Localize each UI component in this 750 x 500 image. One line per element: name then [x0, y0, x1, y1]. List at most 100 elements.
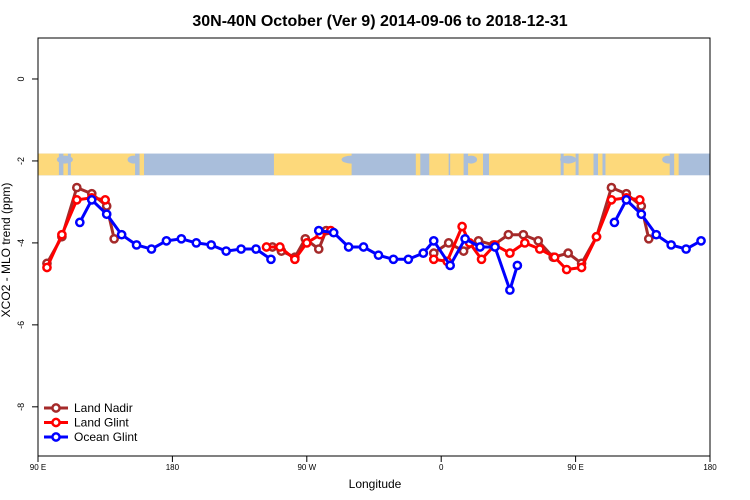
map-land-13 [598, 153, 603, 176]
x-axis: 90 E 180 90 W 0 90 E 180 [30, 456, 717, 472]
point-ocean-glint-1-1 [328, 227, 339, 238]
point-land-glint-2-7 [519, 238, 530, 248]
point-land-glint-2-0 [428, 254, 439, 265]
point-ocean-glint-1-9 [445, 260, 456, 271]
legend-marker-land-nadir [51, 403, 61, 413]
point-ocean-glint-1-0 [313, 225, 324, 236]
point-ocean-glint-1-2 [343, 242, 354, 252]
point-land-nadir-1-9 [563, 248, 573, 258]
point-land-glint-2-13 [606, 195, 617, 205]
map-land-12 [578, 153, 594, 176]
point-ocean-glint-0-7 [176, 233, 187, 244]
point-ocean-glint-0-8 [191, 238, 202, 248]
point-land-glint-0-4 [100, 195, 111, 205]
point-ocean-glint-0-11 [236, 244, 246, 254]
point-land-glint-2-9 [549, 252, 560, 263]
point-land-glint-2-8 [534, 244, 545, 254]
legend-label-ocean-glint: Ocean Glint [74, 430, 138, 444]
point-land-glint-2-10 [561, 264, 572, 275]
legend-marker-land-glint [51, 417, 61, 428]
map-land-5 [273, 153, 352, 176]
point-land-glint-0-0 [42, 262, 52, 273]
series-line-land-glint-2 [433, 196, 641, 272]
point-ocean-glint-0-9 [206, 240, 217, 250]
point-ocean-glint-1-5 [388, 254, 399, 265]
legend-label-land-glint: Land Glint [74, 416, 129, 430]
point-land-glint-2-12 [591, 231, 602, 242]
legend-marker-ocean-glint [51, 432, 61, 442]
map-coast-0 [56, 155, 73, 164]
map-coast-5 [662, 155, 675, 164]
point-land-glint-0-2 [71, 195, 82, 205]
point-ocean-glint-2-5 [681, 244, 691, 254]
point-land-glint-2-2 [457, 221, 467, 232]
point-ocean-glint-1-8 [428, 236, 439, 246]
point-ocean-glint-0-1 [86, 195, 97, 205]
point-land-nadir-1-1 [443, 238, 454, 248]
map-coast-2 [341, 155, 362, 164]
point-land-glint-2-15 [634, 195, 645, 205]
map-land-7 [429, 153, 449, 176]
x-tick-label-1: 180 [166, 463, 180, 472]
series-line-ocean-glint-1 [318, 229, 519, 292]
x-tick-label-3: 0 [439, 463, 444, 472]
legend-label-land-nadir: Land Nadir [74, 401, 133, 415]
x-tick-label-5: 180 [703, 463, 717, 472]
series-line-ocean-glint-2 [613, 198, 702, 251]
y-axis-label: XCO2 - MLO trend (ppm) [0, 183, 13, 318]
series-layer [42, 182, 706, 295]
point-land-glint-0-1 [57, 229, 67, 240]
x-axis-label: Longitude [349, 477, 402, 491]
y-tick-label-4: -8 [16, 403, 26, 411]
x-tick-label-0: 90 E [30, 463, 46, 472]
map-land-15 [674, 153, 679, 176]
point-ocean-glint-1-4 [373, 250, 384, 261]
point-ocean-glint-0-2 [101, 209, 112, 220]
map-land-3 [139, 153, 145, 176]
map-strip [38, 153, 710, 176]
map-land-8 [450, 153, 464, 176]
point-land-nadir-1-5 [503, 229, 514, 240]
y-tick-label-2: -4 [16, 239, 26, 247]
map-coast-3 [465, 155, 478, 164]
map-coast-1 [127, 155, 140, 164]
map-land-0 [38, 153, 59, 176]
point-land-nadir-0-2 [71, 182, 82, 193]
point-ocean-glint-2-3 [651, 229, 662, 240]
map-land-10 [488, 153, 561, 176]
point-ocean-glint-1-11 [475, 242, 485, 252]
point-land-nadir-1-2 [458, 246, 469, 256]
point-ocean-glint-0-12 [251, 244, 261, 254]
point-land-glint-1-0 [261, 242, 272, 252]
point-ocean-glint-2-0 [609, 217, 620, 228]
point-ocean-glint-1-7 [418, 248, 429, 258]
point-ocean-glint-2-2 [636, 209, 647, 220]
point-land-glint-2-6 [505, 248, 515, 258]
chart-title: 30N-40N October (Ver 9) 2014-09-06 to 20… [192, 13, 567, 30]
point-land-nadir-0-5 [109, 233, 120, 244]
point-ocean-glint-0-0 [74, 217, 85, 228]
map-land-1 [63, 153, 68, 176]
point-ocean-glint-1-10 [460, 233, 470, 244]
point-land-nadir-2-4 [313, 244, 324, 254]
map-land-11 [563, 153, 576, 176]
map-land-2 [70, 153, 136, 176]
point-ocean-glint-0-5 [146, 244, 157, 254]
point-ocean-glint-1-3 [358, 242, 369, 252]
y-tick-label-1: -2 [16, 157, 26, 165]
point-ocean-glint-2-4 [666, 240, 677, 250]
point-ocean-glint-0-13 [266, 254, 276, 265]
point-ocean-glint-1-14 [512, 260, 523, 271]
map-coast-4 [560, 155, 577, 164]
point-land-nadir-1-7 [533, 236, 544, 246]
point-ocean-glint-0-3 [116, 229, 127, 240]
point-ocean-glint-1-12 [490, 242, 500, 252]
y-tick-label-0: 0 [16, 76, 26, 81]
map-land-6 [415, 153, 421, 176]
point-land-glint-1-1 [275, 242, 285, 252]
point-ocean-glint-1-6 [403, 254, 414, 265]
point-land-nadir-1-12 [606, 182, 617, 193]
x-tick-label-2: 90 W [297, 463, 316, 472]
